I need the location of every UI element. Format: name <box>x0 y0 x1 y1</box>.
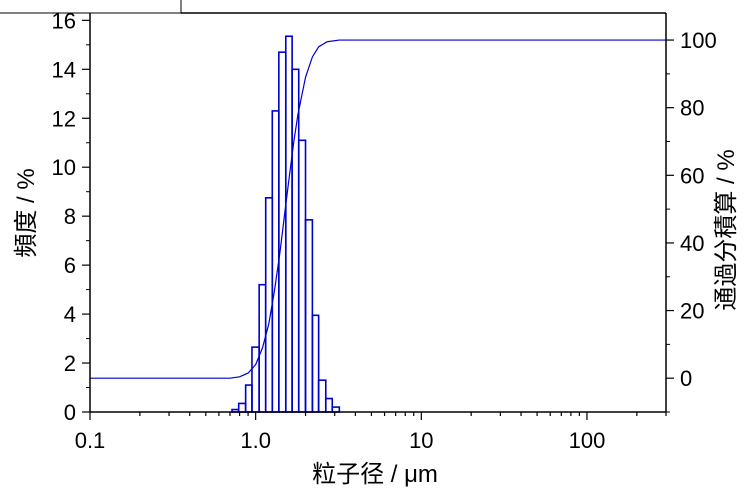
y-axis-label-right: 通過分積算 / % <box>713 149 740 310</box>
y-left-tick-label: 12 <box>52 106 76 131</box>
y-left-tick-label: 8 <box>64 204 76 229</box>
x-tick-label: 0.1 <box>75 428 106 453</box>
axes: 0.1 1.0 10 100 0 2 4 6 8 10 12 14 16 0 20 40 60 80 100 <box>52 8 717 453</box>
y-left-tick-label: 6 <box>64 253 76 278</box>
y-axis-label-left: 頻度 / % <box>13 168 40 257</box>
x-axis-label: 粒子径 / μm <box>312 461 438 488</box>
cumulative-line <box>90 39 666 379</box>
y-right-tick-label: 20 <box>680 299 704 324</box>
x-tick-label: 100 <box>569 428 606 453</box>
x-tick-label: 10 <box>409 428 433 453</box>
y-right-tick-label: 80 <box>680 96 704 121</box>
y-left-tick-label: 2 <box>64 351 76 376</box>
y-right-tick-label: 0 <box>680 366 692 391</box>
y-left-tick-label: 16 <box>52 8 76 33</box>
y-right-tick-label: 100 <box>680 28 717 53</box>
y-right-tick-label: 60 <box>680 163 704 188</box>
y-left-tick-label: 10 <box>52 155 76 180</box>
x-tick-label: 1.0 <box>240 428 271 453</box>
y-left-tick-label: 4 <box>64 302 76 327</box>
y-right-tick-label: 40 <box>680 231 704 256</box>
cumulative-curve <box>90 39 666 379</box>
y-left-tick-label: 14 <box>52 57 76 82</box>
y-left-tick-label: 0 <box>64 400 76 425</box>
